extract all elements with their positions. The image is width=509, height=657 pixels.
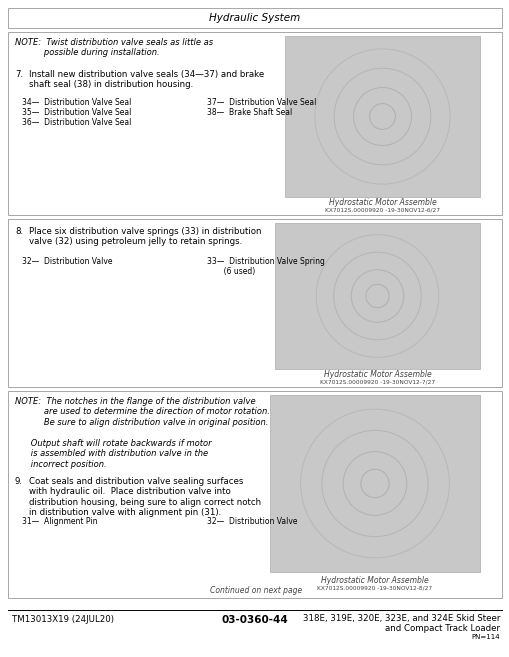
- Text: KX7012S.00009920 -19-30NOV12-7/27: KX7012S.00009920 -19-30NOV12-7/27: [319, 379, 434, 384]
- Text: 37—  Distribution Valve Seal: 37— Distribution Valve Seal: [207, 98, 316, 107]
- Text: 7.: 7.: [15, 70, 23, 79]
- Text: Place six distribution valve springs (33) in distribution
valve (32) using petro: Place six distribution valve springs (33…: [29, 227, 261, 246]
- Text: 34—  Distribution Valve Seal: 34— Distribution Valve Seal: [22, 98, 131, 107]
- Text: Hydrostatic Motor Assemble: Hydrostatic Motor Assemble: [323, 370, 431, 379]
- Text: KX7012S.00009920 -19-30NOV12-6/27: KX7012S.00009920 -19-30NOV12-6/27: [324, 207, 439, 212]
- Text: 32—  Distribution Valve: 32— Distribution Valve: [22, 257, 112, 266]
- Text: TM13013X19 (24JUL20): TM13013X19 (24JUL20): [12, 615, 114, 624]
- Text: NOTE:  Twist distribution valve seals as little as
           possible during in: NOTE: Twist distribution valve seals as …: [15, 38, 213, 57]
- Text: Hydrostatic Motor Assemble: Hydrostatic Motor Assemble: [321, 576, 428, 585]
- Text: 32—  Distribution Valve: 32— Distribution Valve: [207, 517, 297, 526]
- Text: 33—  Distribution Valve Spring: 33— Distribution Valve Spring: [207, 257, 324, 266]
- Text: (6 used): (6 used): [207, 267, 254, 276]
- Text: Install new distribution valve seals (34—37) and brake
shaft seal (38) in distri: Install new distribution valve seals (34…: [29, 70, 264, 89]
- Text: 8.: 8.: [15, 227, 23, 236]
- Text: 31—  Alignment Pin: 31— Alignment Pin: [22, 517, 97, 526]
- Text: 03-0360-44: 03-0360-44: [221, 615, 288, 625]
- Bar: [8, 391, 501, 598]
- Text: Output shaft will rotate backwards if motor
      is assembled with distribution: Output shaft will rotate backwards if mo…: [15, 439, 211, 469]
- Bar: [274, 223, 479, 369]
- Bar: [269, 395, 479, 572]
- Text: Hydraulic System: Hydraulic System: [209, 13, 300, 23]
- Text: 35—  Distribution Valve Seal: 35— Distribution Valve Seal: [22, 108, 131, 117]
- Bar: [285, 36, 479, 197]
- Text: 9.: 9.: [15, 477, 23, 486]
- Bar: [8, 8, 501, 28]
- Bar: [8, 219, 501, 387]
- Text: Continued on next page: Continued on next page: [210, 586, 302, 595]
- Text: 38—  Brake Shaft Seal: 38— Brake Shaft Seal: [207, 108, 292, 117]
- Text: Hydrostatic Motor Assemble: Hydrostatic Motor Assemble: [328, 198, 436, 207]
- Text: NOTE:  The notches in the flange of the distribution valve
           are used t: NOTE: The notches in the flange of the d…: [15, 397, 269, 427]
- Text: and Compact Track Loader: and Compact Track Loader: [384, 624, 499, 633]
- Text: 36—  Distribution Valve Seal: 36— Distribution Valve Seal: [22, 118, 131, 127]
- Text: 318E, 319E, 320E, 323E, and 324E Skid Steer: 318E, 319E, 320E, 323E, and 324E Skid St…: [302, 614, 499, 623]
- Bar: [8, 32, 501, 215]
- Text: KX7012S.00009920 -19-30NOV12-8/27: KX7012S.00009920 -19-30NOV12-8/27: [317, 585, 432, 590]
- Text: PN=114: PN=114: [470, 634, 499, 640]
- Text: Coat seals and distribution valve sealing surfaces
with hydraulic oil.  Place di: Coat seals and distribution valve sealin…: [29, 477, 261, 517]
